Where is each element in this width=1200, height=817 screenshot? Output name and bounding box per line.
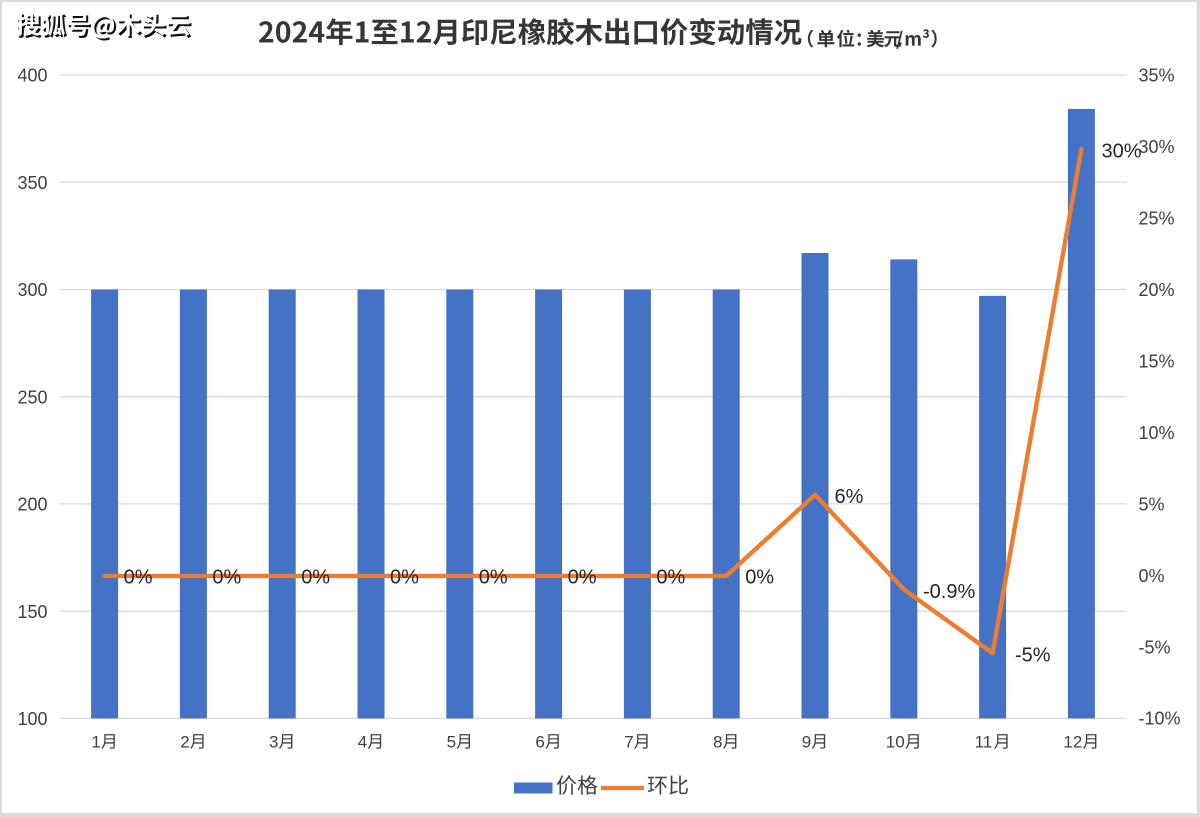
svg-text:250: 250	[17, 387, 47, 407]
svg-text:400: 400	[17, 66, 47, 86]
svg-text:5%: 5%	[1139, 494, 1165, 514]
svg-text:6: 6	[535, 733, 544, 752]
svg-text:25%: 25%	[1139, 208, 1175, 228]
svg-text:8: 8	[713, 733, 722, 752]
svg-text:11: 11	[975, 733, 993, 752]
svg-text:7: 7	[624, 733, 633, 752]
svg-text:30%: 30%	[1139, 137, 1175, 157]
svg-text:0%: 0%	[301, 566, 330, 588]
svg-text:35%: 35%	[1139, 65, 1175, 85]
svg-text:200: 200	[17, 495, 47, 515]
svg-text:12: 12	[1063, 733, 1082, 752]
svg-text:5: 5	[447, 733, 456, 752]
svg-text:300: 300	[17, 280, 47, 300]
svg-text:0%: 0%	[745, 566, 774, 588]
svg-text:0%: 0%	[212, 566, 241, 588]
svg-text:350: 350	[17, 173, 47, 193]
svg-text:150: 150	[17, 602, 47, 622]
svg-text:0%: 0%	[124, 566, 153, 588]
svg-text:30%: 30%	[1102, 141, 1142, 163]
svg-text:0%: 0%	[568, 566, 597, 588]
svg-text:0%: 0%	[1139, 566, 1165, 586]
svg-text:15%: 15%	[1139, 351, 1175, 371]
svg-text:-10%: -10%	[1139, 709, 1181, 729]
svg-text:10: 10	[886, 733, 905, 752]
svg-text:100: 100	[17, 709, 47, 729]
svg-text:4: 4	[358, 733, 367, 752]
svg-text:-5%: -5%	[1139, 637, 1171, 657]
svg-text:-0.9%: -0.9%	[923, 581, 975, 603]
svg-text:0%: 0%	[390, 566, 419, 588]
svg-text:20%: 20%	[1139, 280, 1175, 300]
svg-text:2: 2	[180, 733, 189, 752]
svg-text:0%: 0%	[479, 566, 508, 588]
svg-text:0%: 0%	[656, 566, 685, 588]
svg-text:3: 3	[269, 733, 278, 752]
svg-text:6%: 6%	[835, 486, 864, 508]
svg-text:9: 9	[802, 733, 811, 752]
svg-text:1: 1	[91, 733, 100, 752]
svg-text:10%: 10%	[1139, 423, 1175, 443]
svg-text:-5%: -5%	[1015, 645, 1051, 667]
